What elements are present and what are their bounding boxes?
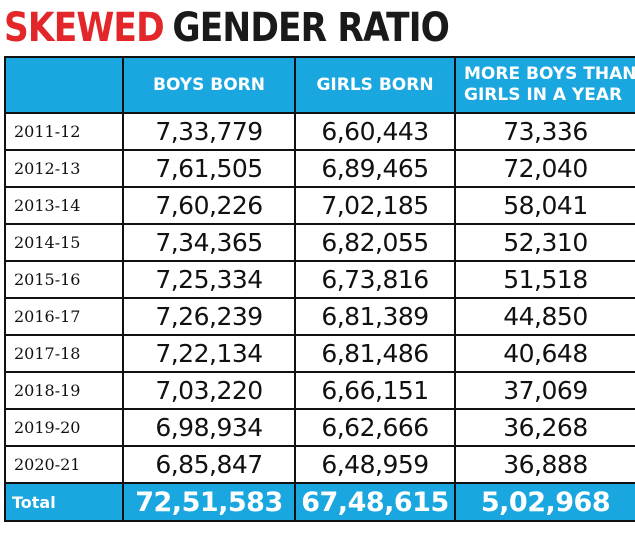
year-cell: 2018-19 (4, 371, 124, 410)
boys-born-cell: 6,85,847 (122, 445, 296, 484)
gender-ratio-table: BOYS BORN GIRLS BORN MORE BOYS THAN GIRLS… (4, 56, 635, 522)
header-girls-born: GIRLS BORN (294, 56, 456, 114)
table-row: 2016-17 7,26,239 6,81,389 44,850 (4, 297, 635, 336)
headline: SKEWED GENDER RATIO (4, 2, 450, 54)
table-row: 2011-12 7,33,779 6,60,443 73,336 (4, 112, 635, 151)
headline-red-word: SKEWED (4, 5, 165, 51)
more-boys-cell: 40,648 (454, 334, 635, 373)
girls-born-cell: 6,62,666 (294, 408, 456, 447)
table-row: 2015-16 7,25,334 6,73,816 51,518 (4, 260, 635, 299)
boys-born-cell: 7,26,239 (122, 297, 296, 336)
header-more-boys-line1: MORE BOYS THAN (464, 64, 635, 84)
table-row: 2020-21 6,85,847 6,48,959 36,888 (4, 445, 635, 484)
boys-born-cell: 7,25,334 (122, 260, 296, 299)
total-boys: 72,51,583 (122, 482, 296, 522)
girls-born-cell: 6,48,959 (294, 445, 456, 484)
girls-born-cell: 6,89,465 (294, 149, 456, 188)
header-more-boys-line2: GIRLS IN A YEAR (464, 85, 623, 105)
boys-born-cell: 7,22,134 (122, 334, 296, 373)
girls-born-cell: 6,82,055 (294, 223, 456, 262)
girls-born-cell: 6,81,486 (294, 334, 456, 373)
year-cell: 2019-20 (4, 408, 124, 447)
boys-born-cell: 7,60,226 (122, 186, 296, 225)
more-boys-cell: 37,069 (454, 371, 635, 410)
boys-born-cell: 7,33,779 (122, 112, 296, 151)
girls-born-cell: 6,66,151 (294, 371, 456, 410)
year-cell: 2016-17 (4, 297, 124, 336)
header-boys-born: BOYS BORN (122, 56, 296, 114)
total-row: Total 72,51,583 67,48,615 5,02,968 (4, 482, 635, 522)
table-row: 2014-15 7,34,365 6,82,055 52,310 (4, 223, 635, 262)
boys-born-cell: 6,98,934 (122, 408, 296, 447)
headline-black-words: GENDER RATIO (172, 5, 450, 51)
more-boys-cell: 36,268 (454, 408, 635, 447)
table-row: 2012-13 7,61,505 6,89,465 72,040 (4, 149, 635, 188)
boys-born-cell: 7,61,505 (122, 149, 296, 188)
girls-born-cell: 6,60,443 (294, 112, 456, 151)
header-more-boys: MORE BOYS THAN GIRLS IN A YEAR (454, 56, 635, 114)
table-row: 2013-14 7,60,226 7,02,185 58,041 (4, 186, 635, 225)
year-cell: 2014-15 (4, 223, 124, 262)
year-cell: 2012-13 (4, 149, 124, 188)
girls-born-cell: 6,81,389 (294, 297, 456, 336)
girls-born-cell: 7,02,185 (294, 186, 456, 225)
table-row: 2018-19 7,03,220 6,66,151 37,069 (4, 371, 635, 410)
boys-born-cell: 7,03,220 (122, 371, 296, 410)
more-boys-cell: 58,041 (454, 186, 635, 225)
year-cell: 2020-21 (4, 445, 124, 484)
table-row: 2017-18 7,22,134 6,81,486 40,648 (4, 334, 635, 373)
girls-born-cell: 6,73,816 (294, 260, 456, 299)
more-boys-cell: 51,518 (454, 260, 635, 299)
year-cell: 2017-18 (4, 334, 124, 373)
more-boys-cell: 72,040 (454, 149, 635, 188)
header-year-cell (4, 56, 124, 114)
table-row: 2019-20 6,98,934 6,62,666 36,268 (4, 408, 635, 447)
more-boys-cell: 73,336 (454, 112, 635, 151)
year-cell: 2011-12 (4, 112, 124, 151)
more-boys-cell: 52,310 (454, 223, 635, 262)
more-boys-cell: 36,888 (454, 445, 635, 484)
table-header-row: BOYS BORN GIRLS BORN MORE BOYS THAN GIRLS… (4, 56, 635, 114)
more-boys-cell: 44,850 (454, 297, 635, 336)
year-cell: 2013-14 (4, 186, 124, 225)
total-label: Total (4, 482, 124, 522)
boys-born-cell: 7,34,365 (122, 223, 296, 262)
total-diff: 5,02,968 (454, 482, 635, 522)
total-girls: 67,48,615 (294, 482, 456, 522)
year-cell: 2015-16 (4, 260, 124, 299)
